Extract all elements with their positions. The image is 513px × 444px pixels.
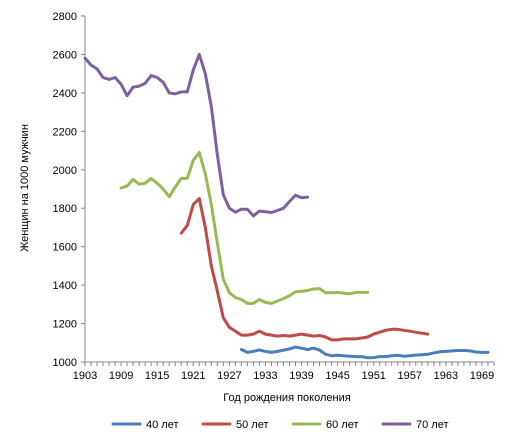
- legend-label: 50 лет: [236, 419, 269, 431]
- series-line-1: [239, 345, 490, 360]
- x-axis-ticks: 1903 1909 1915 1921 1927 1933 1939 1945 1951 1957…: [73, 362, 495, 382]
- x-tick-label: 1921: [181, 370, 205, 382]
- x-tick-label: 1939: [289, 370, 313, 382]
- y-tick-label: 2200: [53, 126, 77, 138]
- y-axis-title: Женщин на 1000 мужчин: [19, 124, 31, 252]
- series-line-3: [119, 151, 370, 305]
- x-tick-label: 1933: [253, 370, 277, 382]
- series-line-2: [179, 197, 430, 342]
- axes: [84, 16, 494, 363]
- x-tick-label: 1909: [109, 370, 133, 382]
- series-line-4: [83, 52, 309, 218]
- y-tick-label: 1000: [53, 357, 77, 369]
- y-tick-label: 1800: [53, 203, 77, 215]
- x-tick-label: 1927: [217, 370, 241, 382]
- x-tick-label: 1957: [398, 370, 422, 382]
- x-tick-label: 1945: [325, 370, 349, 382]
- y-tick-label: 2000: [53, 165, 77, 177]
- series-lines: [83, 52, 490, 360]
- legend-label: 60 лет: [326, 419, 359, 431]
- y-axis-ticks: 1000 1200 1400 1600 1800 2000 2200 2400 2600 2800: [53, 11, 85, 369]
- x-tick-label: 1963: [434, 370, 458, 382]
- y-tick-label: 1600: [53, 242, 77, 254]
- legend: 40 лет 50 лет 60 лет 70 лет: [111, 419, 449, 431]
- x-tick-label: 1915: [145, 370, 169, 382]
- y-tick-label: 2400: [53, 88, 77, 100]
- x-tick-label: 1951: [361, 370, 385, 382]
- x-tick-label: 1969: [470, 370, 494, 382]
- y-tick-label: 1400: [53, 280, 77, 292]
- legend-label: 40 лет: [146, 419, 179, 431]
- x-axis-title: Год рождения поколения: [223, 392, 350, 404]
- x-tick-label: 1903: [73, 370, 97, 382]
- y-tick-label: 1200: [53, 319, 77, 331]
- legend-label: 70 лет: [416, 419, 449, 431]
- y-tick-label: 2600: [53, 49, 77, 61]
- y-tick-label: 2800: [53, 11, 77, 23]
